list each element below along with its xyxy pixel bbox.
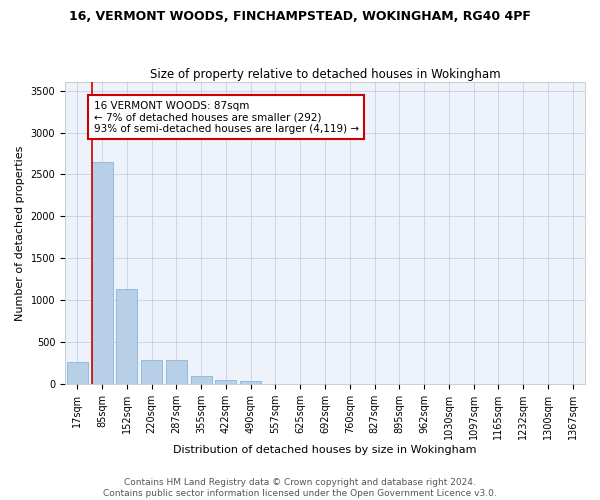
Bar [240, 381, 261, 384]
Bar [166, 360, 187, 384]
Y-axis label: Number of detached properties: Number of detached properties [15, 146, 25, 321]
Bar [92, 162, 113, 384]
Bar [67, 362, 88, 384]
Text: 16 VERMONT WOODS: 87sqm
← 7% of detached houses are smaller (292)
93% of semi-de: 16 VERMONT WOODS: 87sqm ← 7% of detached… [94, 100, 359, 134]
X-axis label: Distribution of detached houses by size in Wokingham: Distribution of detached houses by size … [173, 445, 477, 455]
Bar [116, 288, 137, 384]
Title: Size of property relative to detached houses in Wokingham: Size of property relative to detached ho… [150, 68, 500, 81]
Bar [191, 376, 212, 384]
Text: 16, VERMONT WOODS, FINCHAMPSTEAD, WOKINGHAM, RG40 4PF: 16, VERMONT WOODS, FINCHAMPSTEAD, WOKING… [69, 10, 531, 23]
Bar [141, 360, 162, 384]
Bar [215, 380, 236, 384]
Text: Contains HM Land Registry data © Crown copyright and database right 2024.
Contai: Contains HM Land Registry data © Crown c… [103, 478, 497, 498]
